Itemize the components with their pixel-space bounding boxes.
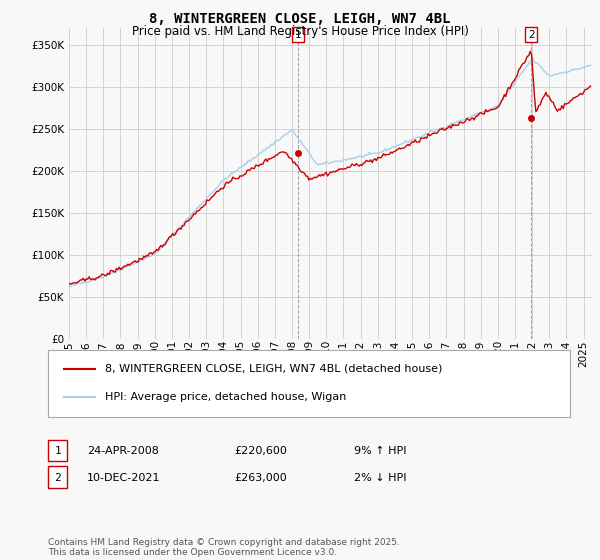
Text: 9% ↑ HPI: 9% ↑ HPI xyxy=(354,446,407,456)
Text: Price paid vs. HM Land Registry's House Price Index (HPI): Price paid vs. HM Land Registry's House … xyxy=(131,25,469,38)
Text: 10-DEC-2021: 10-DEC-2021 xyxy=(87,473,161,483)
Text: 2% ↓ HPI: 2% ↓ HPI xyxy=(354,473,407,483)
Text: 1: 1 xyxy=(295,30,301,40)
Text: 1: 1 xyxy=(54,446,61,456)
Text: £263,000: £263,000 xyxy=(234,473,287,483)
Text: Contains HM Land Registry data © Crown copyright and database right 2025.
This d: Contains HM Land Registry data © Crown c… xyxy=(48,538,400,557)
Text: 2: 2 xyxy=(528,30,535,40)
Text: 8, WINTERGREEN CLOSE, LEIGH, WN7 4BL (detached house): 8, WINTERGREEN CLOSE, LEIGH, WN7 4BL (de… xyxy=(106,364,443,374)
Text: 8, WINTERGREEN CLOSE, LEIGH, WN7 4BL: 8, WINTERGREEN CLOSE, LEIGH, WN7 4BL xyxy=(149,12,451,26)
Text: 2: 2 xyxy=(54,473,61,483)
Text: £220,600: £220,600 xyxy=(234,446,287,456)
Text: 24-APR-2008: 24-APR-2008 xyxy=(87,446,159,456)
Text: HPI: Average price, detached house, Wigan: HPI: Average price, detached house, Wiga… xyxy=(106,392,347,402)
